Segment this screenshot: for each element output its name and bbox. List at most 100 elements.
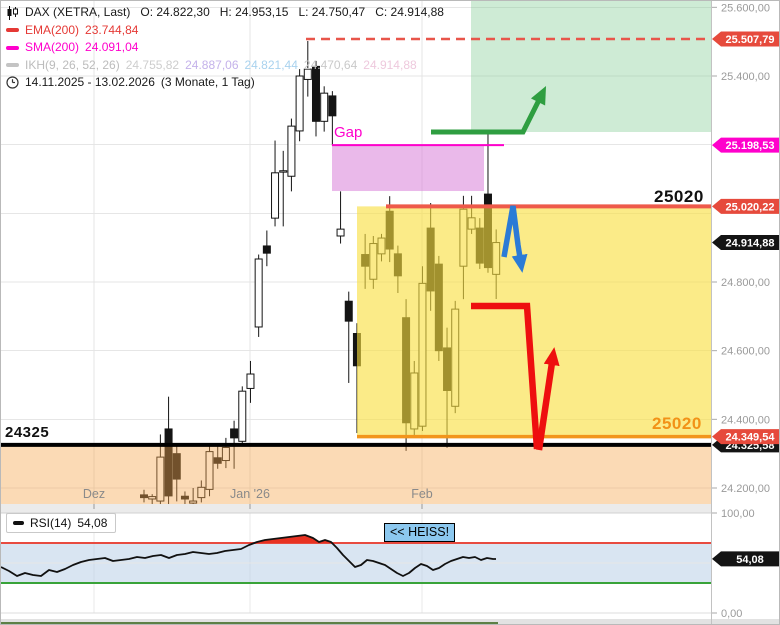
ikh-value-5: 24.914,88: [363, 57, 417, 72]
date-range: 14.11.2025 - 13.02.2026: [25, 75, 155, 89]
gap-zone[interactable]: [332, 145, 484, 192]
candle-body: [221, 446, 230, 462]
price-badge-shape: [712, 235, 779, 251]
candlestick: [328, 91, 337, 146]
rsi-tick-label: 100,00: [721, 508, 755, 520]
candlestick: [279, 150, 288, 227]
candle-body: [344, 300, 353, 322]
heiss-tag-button[interactable]: << HEISS!: [384, 523, 456, 542]
low-value: L: 24.750,47: [298, 5, 366, 19]
candle-body: [311, 65, 320, 122]
price-tick-label: 25.600,00: [721, 2, 770, 14]
rsi-line: [1, 534, 496, 577]
breakdown-red-line[interactable]: [471, 302, 541, 450]
candle-body: [156, 456, 165, 502]
ema-dash-icon: [6, 28, 19, 33]
close-value: C: 24.914,88: [375, 5, 444, 19]
rsi-legend: RSI(14) 54,08: [6, 513, 117, 533]
price-badge-label: 24.914,88: [726, 238, 775, 250]
candlestick: [295, 69, 304, 142]
candlestick: [336, 191, 345, 244]
ema-name: EMA(200): [25, 22, 80, 37]
next-panel-edge: [1, 622, 498, 624]
candlestick: [140, 489, 148, 503]
rsi-overbought-fill: [254, 535, 332, 543]
date-span: (3 Monate, 1 Tag): [160, 75, 255, 89]
candle-body: [140, 494, 148, 499]
sma-name: SMA(200): [25, 40, 80, 54]
candle-body: [279, 170, 288, 173]
candle-body: [303, 68, 312, 80]
candle-body: [213, 457, 222, 464]
bottom-strip: [1, 619, 779, 624]
time-axis-strip: [1, 504, 712, 513]
candle-body: [271, 172, 280, 219]
ikh-value-4: 24.470,64: [303, 57, 358, 72]
candlestick: [238, 386, 247, 447]
price-badge-label: 25.020,22: [726, 201, 775, 213]
candle-body: [205, 451, 214, 490]
candlestick: [197, 480, 206, 503]
support-zone[interactable]: [1, 444, 711, 504]
candlestick-icon: [7, 5, 18, 20]
price-badge: 24.349,54: [712, 429, 779, 445]
price-badge-shape: [712, 31, 779, 47]
price-tick-label: 25.400,00: [721, 71, 770, 83]
sma-dash-icon: [6, 45, 19, 50]
candle-body: [230, 428, 239, 439]
gap-annotation-label[interactable]: Gap: [334, 124, 363, 141]
pullback-blue-arrow[interactable]: [501, 205, 528, 273]
candle-body: [262, 245, 271, 254]
candlestick: [320, 86, 329, 132]
chart-legend: DAX (XETRA, Last) O: 24.822,30 H: 24.953…: [6, 4, 448, 92]
candlestick: [172, 445, 181, 502]
candle-body: [246, 373, 255, 389]
bounce-red-arrow[interactable]: [535, 347, 560, 451]
legend-sma-row: SMA(200) 24.091,04: [6, 39, 448, 57]
candle-body: [320, 92, 329, 122]
price-badge-shape: [712, 137, 779, 153]
price-badge-label: 24.349,54: [726, 432, 776, 444]
candlestick: [271, 140, 280, 227]
candle-body: [148, 496, 157, 500]
rsi-tick-label: 0,00: [721, 608, 742, 620]
price-badge-shape: [712, 551, 779, 567]
candlestick: [287, 118, 296, 192]
bullish-target-zone[interactable]: [471, 1, 711, 132]
candlestick: [311, 60, 320, 137]
month-label: Feb: [411, 487, 433, 501]
price-badge-label: 54,08: [736, 554, 764, 566]
price-badge: 54,08: [712, 551, 779, 567]
rsi-dash-icon: [13, 521, 24, 525]
sma-value: 24.091,04: [85, 40, 139, 54]
price-badge-shape: [712, 198, 779, 214]
candlestick: [189, 488, 198, 506]
range-low-annotation-label[interactable]: 25020: [652, 414, 702, 433]
candlestick: [246, 360, 255, 403]
price-badge: 24.914,88: [712, 235, 779, 251]
symbol-name: DAX (XETRA, Last): [25, 5, 131, 19]
open-value: O: 24.822,30: [140, 5, 210, 19]
candle-body: [164, 428, 173, 497]
candlestick: [148, 494, 157, 506]
high-value: H: 24.953,15: [219, 5, 289, 19]
candle-body: [287, 125, 296, 177]
trend-up-green-arrow[interactable]: [431, 85, 547, 135]
support-annotation-label[interactable]: 24325: [5, 424, 50, 441]
ikh-dash-icon: [6, 63, 19, 68]
price-tick-label: 24.200,00: [721, 483, 770, 495]
price-tick-label: 24.600,00: [721, 346, 770, 358]
candlestick: [262, 230, 271, 267]
candle-body: [197, 486, 206, 499]
ikh-value-2: 24.887,06: [185, 57, 239, 72]
candlestick: [205, 443, 214, 497]
resistance-annotation-label[interactable]: 25020: [654, 187, 704, 206]
ikh-name: IKH(9, 26, 52, 26): [25, 57, 120, 72]
month-label: Jan '26: [230, 487, 270, 501]
candle-body: [238, 390, 247, 442]
price-badge: 25.507,79: [712, 31, 779, 47]
legend-ema-row: EMA(200) 23.744,84: [6, 22, 448, 40]
ikh-value-3: 24.821,44: [244, 57, 298, 72]
